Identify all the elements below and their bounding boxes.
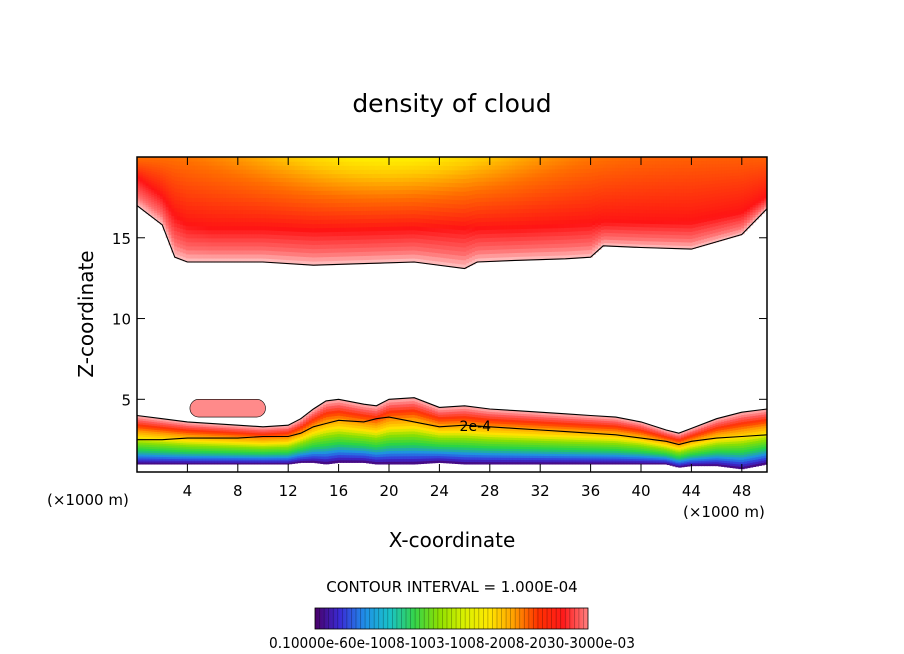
x-tick-label: 8 <box>233 482 243 500</box>
y-axis-label: Z-coordinate <box>74 250 98 377</box>
contour-label: 2e-4 <box>460 419 492 435</box>
y-tick-label: 10 <box>112 311 131 329</box>
lower-layer-outline <box>137 397 767 434</box>
y-axis-ticks: 5 10 15 <box>112 230 767 409</box>
contour-line-2e-4 <box>137 416 767 446</box>
x-tick-label: 28 <box>480 482 499 500</box>
x-tick-label: 40 <box>631 482 650 500</box>
x-axis-ticks: 4 8 12 16 20 24 28 32 36 40 44 48 <box>183 157 751 500</box>
colorbar-labels: 0.10000e-60e-1008-1003-1008-2008-2030-30… <box>269 634 635 652</box>
colorbar-lines <box>319 608 584 629</box>
plot-field: 2e-4 <box>137 157 767 470</box>
isolated-cloud-patch <box>189 399 266 418</box>
y-tick-label: 15 <box>112 230 131 248</box>
x-tick-label: 48 <box>732 482 751 500</box>
x-tick-label: 32 <box>531 482 550 500</box>
contour-interval-note: CONTOUR INTERVAL = 1.000E-04 <box>326 578 577 596</box>
x-tick-label: 20 <box>379 482 398 500</box>
x-tick-label: 36 <box>581 482 600 500</box>
x-tick-label: 4 <box>183 482 193 500</box>
upper-layer-outline <box>137 205 767 270</box>
x-unit-right: (×1000 m) <box>683 503 765 521</box>
x-tick-label: 12 <box>279 482 298 500</box>
x-tick-label: 44 <box>682 482 701 500</box>
y-tick-label: 5 <box>121 391 131 409</box>
x-axis-label: X-coordinate <box>389 528 516 552</box>
x-tick-label: 16 <box>329 482 348 500</box>
colorbar <box>314 607 589 630</box>
x-unit-left: (×1000 m) <box>47 491 129 509</box>
x-tick-label: 24 <box>430 482 449 500</box>
chart-title: density of cloud <box>352 89 551 118</box>
plot-frame <box>136 156 768 473</box>
